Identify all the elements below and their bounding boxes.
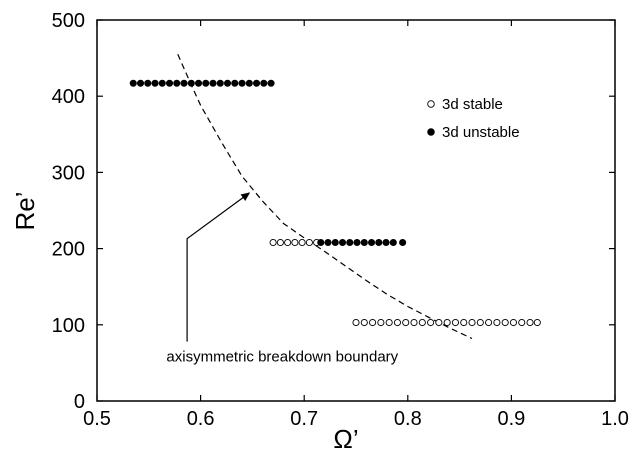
stable-point (518, 318, 526, 327)
stable-point (284, 238, 292, 247)
x-tick-label: 0.5 (83, 408, 111, 430)
unstable-point (238, 79, 246, 87)
stable-point (443, 318, 451, 327)
stable-point (377, 318, 385, 327)
unstable-point (158, 79, 166, 87)
unstable-point (267, 79, 275, 87)
stable-point (533, 318, 541, 327)
stable-point (451, 318, 460, 327)
unstable-point (173, 79, 181, 87)
stable-point (501, 318, 509, 327)
data-points (129, 79, 541, 327)
stable-point (298, 238, 306, 247)
unstable-point (223, 79, 232, 87)
unstable-point (252, 79, 261, 87)
unstable-point (353, 238, 361, 247)
stable-point (427, 318, 435, 327)
stable-point (402, 318, 410, 327)
unstable-point (180, 79, 188, 87)
annotation-arrow (186, 192, 251, 342)
stable-point (460, 318, 468, 327)
annotation-group: axisymmetric breakdown boundary (166, 192, 399, 365)
unstable-point (367, 238, 376, 247)
stable-point (476, 318, 484, 327)
boundary-curve (177, 54, 473, 340)
stable-point (360, 318, 368, 327)
legend-label: 3d unstable (442, 124, 520, 141)
unstable-point (187, 79, 195, 87)
unstable-point (202, 79, 210, 87)
y-tick-label: 400 (52, 86, 85, 108)
stable-point (393, 318, 401, 327)
unstable-point (317, 238, 325, 247)
legend-marker (427, 128, 435, 136)
unstable-point (216, 79, 224, 87)
unstable-point (346, 238, 354, 247)
annotation-label: axisymmetric breakdown boundary (166, 348, 398, 365)
stable-point (410, 318, 418, 327)
unstable-point (324, 238, 332, 247)
unstable-point (144, 79, 152, 87)
x-axis-title: Ω’ (333, 424, 358, 452)
x-tick-label: 0.6 (187, 408, 215, 430)
unstable-point (260, 79, 268, 87)
stable-point (526, 318, 534, 327)
unstable-point (338, 238, 347, 247)
stable-point (468, 318, 476, 327)
stable-point (435, 318, 443, 327)
stable-point (418, 318, 426, 327)
legend-label: 3d stable (442, 96, 503, 113)
stable-point (291, 238, 299, 247)
unstable-point (331, 238, 339, 247)
unstable-point (245, 79, 253, 87)
axis-ticks: 0.5 0.6 0.7 0.8 0.9 1.0 0 100 200 300 400 500 (52, 10, 629, 430)
unstable-point (165, 79, 174, 87)
unstable-point (231, 79, 239, 87)
unstable-point (382, 238, 390, 247)
x-tick-label: 1.0 (601, 408, 629, 430)
unstable-point (151, 79, 159, 87)
y-tick-label: 0 (74, 391, 85, 413)
stable-point (485, 318, 493, 327)
unstable-point (209, 79, 217, 87)
legend: 3d stable 3d unstable (427, 96, 520, 141)
unstable-point (375, 238, 383, 247)
unstable-point (194, 79, 203, 87)
stable-point (509, 318, 518, 327)
unstable-point (389, 238, 397, 247)
x-tick-label: 0.9 (497, 408, 525, 430)
y-tick-label: 100 (52, 315, 85, 337)
x-tick-label: 0.7 (290, 408, 318, 430)
stable-point (369, 318, 377, 327)
legend-marker (427, 100, 435, 108)
unstable-point (399, 238, 407, 247)
stable-point (493, 318, 501, 327)
y-tick-label: 500 (52, 10, 85, 32)
plot-frame (96, 19, 616, 402)
unstable-point (360, 238, 368, 247)
stable-point (276, 238, 284, 247)
x-tick-label: 0.8 (394, 408, 422, 430)
unstable-point (136, 79, 145, 87)
y-tick-label: 300 (52, 162, 85, 184)
stable-point (385, 318, 393, 327)
y-tick-label: 200 (52, 239, 85, 261)
boundary-curve-group (177, 54, 473, 340)
stable-point (305, 238, 313, 247)
stable-point (269, 238, 277, 247)
unstable-point (129, 79, 137, 87)
stable-point (352, 318, 360, 327)
y-axis-title: Re’ (10, 191, 40, 230)
